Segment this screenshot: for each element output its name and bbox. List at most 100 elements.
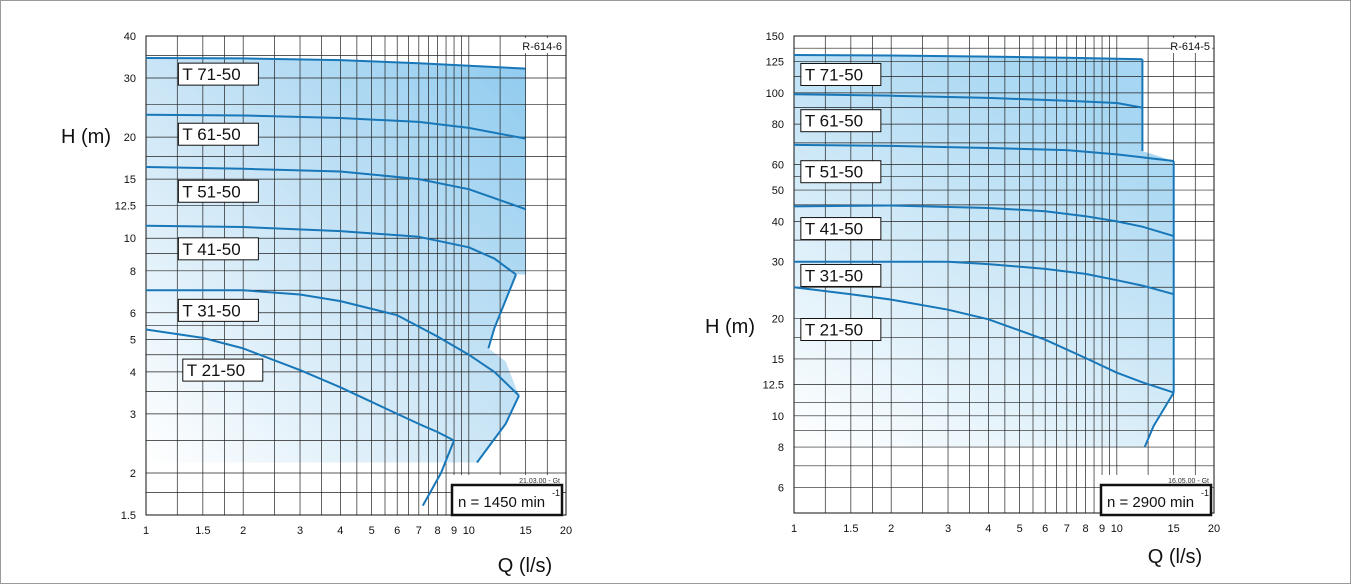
y-tick-label: 15 [124, 174, 136, 186]
model-label: T 61-50 [805, 112, 863, 131]
curve-t-61-50 [145, 113, 526, 140]
x-tick-label: 1.5 [843, 523, 858, 535]
speed-label: n = 1450 min [458, 494, 545, 511]
operating-region [794, 55, 1174, 448]
curve-t-51-50 [145, 166, 527, 211]
model-label-box [800, 217, 882, 241]
y-axis-title: H (m) [61, 126, 111, 148]
model-label-box [800, 160, 882, 184]
model-label-box [177, 237, 259, 261]
model-label-box [177, 179, 259, 203]
curve-t-71-50 [145, 57, 526, 70]
y-tick-label: 100 [766, 88, 784, 100]
date-code-bg [1101, 475, 1211, 485]
model-label: T 51-50 [805, 163, 863, 182]
y-tick-label: 10 [772, 411, 784, 423]
y-tick-label: 150 [766, 31, 784, 43]
x-tick-label: 9 [1099, 523, 1105, 535]
date-code: 21.03.00 - Gt [519, 478, 560, 485]
curve-t-31-50 [146, 289, 520, 397]
model-label-box [800, 263, 882, 287]
x-tick-label: 2 [888, 523, 894, 535]
y-tick-label: 2 [130, 468, 136, 480]
speed-box [450, 483, 564, 517]
speed-exponent: -1 [552, 488, 560, 498]
y-tick-label: 40 [772, 216, 784, 228]
model-label: T 41-50 [805, 220, 863, 239]
curve-t-51-50 [793, 143, 1174, 162]
x-axis-title: Q (l/s) [498, 555, 552, 577]
x-tick-label: 1.5 [195, 525, 210, 537]
plot-frame [145, 35, 567, 516]
chart-left: 1 1.5 2 3 4 5 6 7 8 9 10 15 201.52345681012.51520304… [61, 31, 572, 577]
y-tick-label: 5 [130, 334, 136, 346]
model-label-box [800, 62, 882, 86]
y-tick-label: 12.5 [763, 379, 784, 391]
curve-t-41-50 [145, 224, 517, 276]
x-tick-label: 6 [394, 525, 400, 537]
model-label: T 71-50 [805, 65, 863, 84]
speed-box [1099, 483, 1213, 517]
y-tick-label: 20 [124, 132, 136, 144]
y-tick-label: 10 [124, 233, 136, 245]
model-label-box [800, 318, 882, 342]
y-tick-label: 6 [130, 308, 136, 320]
x-tick-label: 5 [369, 525, 375, 537]
code-label-bg [1172, 38, 1212, 53]
model-label-box [177, 62, 259, 86]
x-tick-label: 4 [337, 525, 343, 537]
model-label-box [177, 298, 259, 322]
curve-t-21-50 [145, 328, 455, 442]
y-tick-label: 30 [772, 257, 784, 269]
curve-t-61-50 [793, 93, 1143, 109]
plot-frame [793, 35, 1215, 514]
x-tick-label: 3 [945, 523, 951, 535]
model-label-box [177, 122, 259, 146]
x-tick-label: 1 [791, 523, 797, 535]
curve-t-31-50 [794, 260, 1174, 296]
y-tick-label: 50 [772, 185, 784, 197]
x-tick-label: 20 [1208, 523, 1220, 535]
model-label: T 41-50 [182, 240, 240, 259]
y-axis-title: H (m) [705, 316, 755, 338]
date-code: 16.05.00 - Gt [1168, 478, 1209, 485]
code-label: R-614-5 [1170, 41, 1210, 53]
curve-t-71-50 [793, 54, 1143, 61]
speed-label: n = 2900 min [1107, 494, 1194, 511]
x-tick-label: 4 [985, 523, 991, 535]
chart-right: 1 1.5 2 3 4 5 6 7 8 9 10 15 20681012.515203040506080… [705, 31, 1220, 568]
envelope-line [476, 395, 520, 464]
curve-t-21-50 [793, 286, 1175, 394]
envelope-line [487, 274, 517, 349]
y-tick-label: 3 [130, 409, 136, 421]
x-tick-label: 10 [1111, 523, 1123, 535]
x-tick-label: 9 [451, 525, 457, 537]
y-tick-label: 6 [778, 482, 784, 494]
y-tick-label: 8 [130, 266, 136, 278]
y-tick-label: 125 [766, 57, 784, 69]
x-tick-label: 7 [416, 525, 422, 537]
model-label: T 51-50 [182, 182, 240, 201]
model-label: T 21-50 [187, 361, 245, 380]
x-tick-label: 3 [297, 525, 303, 537]
x-tick-label: 1 [143, 525, 149, 537]
y-tick-label: 60 [772, 160, 784, 172]
y-tick-label: 80 [772, 119, 784, 131]
model-label: T 31-50 [182, 301, 240, 320]
curve-t-41-50 [793, 204, 1174, 238]
y-tick-label: 30 [124, 73, 136, 85]
y-tick-label: 15 [772, 354, 784, 366]
y-tick-label: 1.5 [121, 510, 136, 522]
envelope-line [1143, 392, 1175, 448]
envelope-line [421, 440, 455, 507]
model-label: T 21-50 [805, 321, 863, 340]
model-label-box [182, 358, 264, 382]
code-label: R-614-6 [522, 41, 562, 53]
y-tick-label: 8 [778, 442, 784, 454]
x-tick-label: 15 [520, 525, 532, 537]
model-label: T 61-50 [182, 125, 240, 144]
model-label-box [800, 109, 882, 133]
x-tick-label: 6 [1042, 523, 1048, 535]
x-tick-label: 2 [240, 525, 246, 537]
